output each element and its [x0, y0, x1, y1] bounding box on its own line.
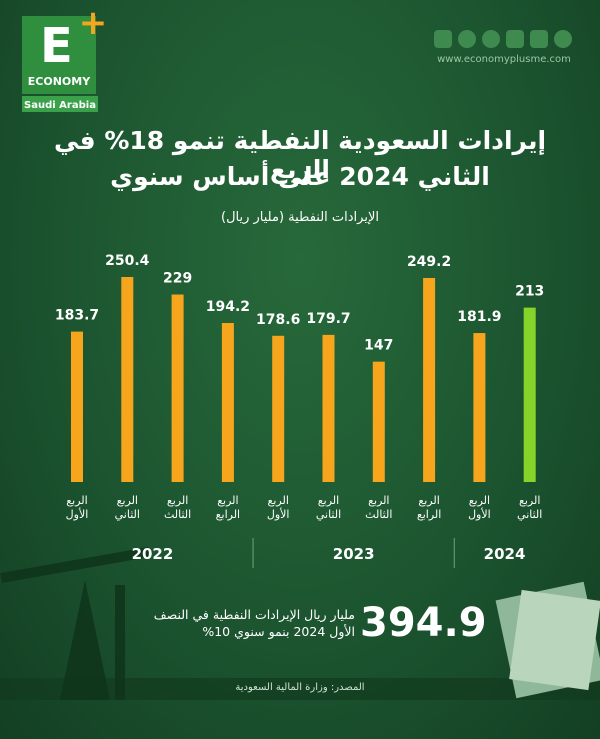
bar — [272, 335, 285, 482]
value-label: 147 — [364, 338, 393, 354]
source-strip — [0, 678, 600, 700]
bar — [523, 307, 536, 482]
logo-brand: ECONOMY — [28, 75, 91, 88]
group-label: 2022 — [132, 545, 174, 563]
bar — [71, 331, 83, 482]
x-tick-label: الربع الرابع — [215, 494, 241, 521]
bar — [322, 334, 335, 482]
logo-region: Saudi Arabia — [24, 100, 96, 111]
group-label: 2024 — [484, 545, 526, 563]
bar — [221, 323, 234, 482]
x-tick-label: الربع الثالث — [365, 494, 393, 521]
source: المصدر: وزارة المالية السعودية — [235, 682, 365, 693]
bar — [473, 333, 486, 482]
x-tick-label: الربع الأول — [468, 494, 491, 521]
value-label: 178.6 — [256, 312, 300, 328]
x-tick-label: الربع الثاني — [315, 494, 342, 521]
logo-letter: E — [40, 18, 73, 74]
social-icons — [434, 30, 572, 48]
highlight-line: مليار ريال الإيرادات النفطية في النصف — [153, 607, 355, 622]
value-label: 249.2 — [407, 254, 451, 270]
highlight-line: الأول 2024 بنمو سنوي 10% — [202, 624, 355, 639]
pumpjack — [0, 547, 150, 700]
chart-title: الثاني 2024 على أساس سنوي — [110, 162, 490, 191]
value-label: 229 — [163, 271, 192, 287]
x-tick-label: الربع الأول — [266, 494, 290, 521]
logo-plus: + — [79, 3, 108, 43]
bar — [423, 277, 436, 482]
x-tick-label: الربع الثالث — [163, 494, 192, 521]
x-tick-label: الربع الثاني — [114, 494, 140, 521]
value-label: 181.9 — [457, 309, 501, 325]
website: www.economyplusme.com — [437, 54, 571, 65]
chart-subtitle: الإيرادات النفطية (مليار ريال) — [221, 210, 379, 225]
highlight-text: مليار ريال الإيرادات النفطية في النصف ال… — [130, 606, 355, 640]
x-tick-label: الربع الثاني — [517, 494, 543, 521]
bar — [171, 294, 184, 482]
x-tick-label: الربع الأول — [65, 494, 89, 521]
x-tick-label: الربع الرابع — [416, 494, 442, 521]
value-label: 250.4 — [105, 253, 150, 269]
value-label: 183.7 — [55, 308, 99, 324]
banknote — [495, 581, 600, 699]
value-label: 194.2 — [206, 299, 250, 315]
logo-box — [22, 16, 96, 94]
chart-title: إيرادات السعودية النفطية تنمو 18% في الر… — [53, 126, 547, 184]
value-label: 179.7 — [306, 311, 350, 327]
bar — [372, 361, 385, 482]
logo-region-box — [22, 96, 98, 112]
group-label: 2023 — [333, 545, 375, 563]
bar — [121, 277, 134, 482]
value-label: 213 — [515, 284, 544, 300]
highlight-number: 394.9 — [360, 600, 487, 646]
